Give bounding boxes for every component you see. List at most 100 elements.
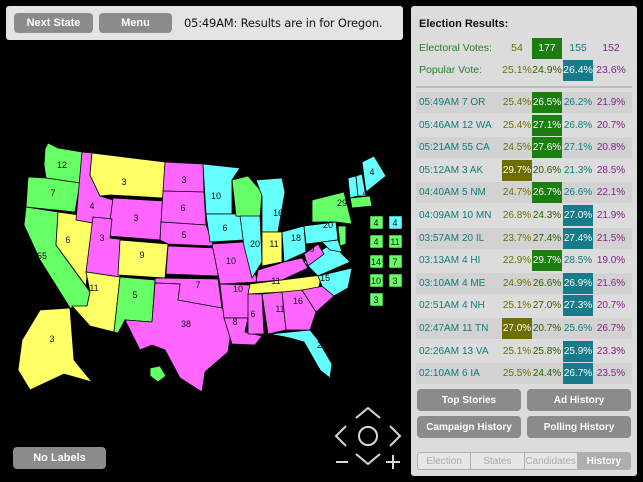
history-state: 4 NH	[462, 300, 485, 312]
history-value: 26.6%	[532, 277, 562, 289]
state-label: 11	[89, 283, 98, 293]
menu-button[interactable]: Menu	[99, 13, 172, 33]
history-row[interactable]: 03:13AM 4 HI 22.9% 29.7% 28.5% 19.0%	[416, 250, 632, 272]
history-value: 20.7%	[596, 300, 626, 312]
tab-history[interactable]: History	[577, 453, 630, 469]
state-label: 3	[133, 213, 138, 223]
state-wv	[303, 243, 325, 267]
history-time: 02:10AM	[419, 368, 460, 380]
history-value: 25.4%	[502, 97, 532, 108]
history-value: 24.5%	[502, 142, 532, 154]
state-label: 7	[50, 188, 55, 198]
state-label: 4	[362, 188, 367, 198]
state-label: 10	[233, 284, 243, 294]
history-time: 05:21AM	[419, 142, 460, 154]
history-row[interactable]: 03:10AM 4 ME 24.9% 26.6% 26.9% 21.6%	[416, 272, 632, 294]
history-row[interactable]: 02:47AM 11 TN 27.0% 20.7% 25.6% 26.7%	[416, 318, 632, 339]
history-time: 04:09AM	[419, 210, 460, 221]
history-time: 05:46AM	[419, 119, 460, 131]
polling-history-button[interactable]: Polling History	[527, 416, 631, 438]
state-label: 7	[392, 257, 397, 267]
history-time: 02:51AM	[419, 300, 460, 312]
history-value: 27.3%	[563, 295, 593, 317]
history-row[interactable]: 05:46AM 12 WA 25.4% 27.1% 26.8% 20.7%	[416, 114, 632, 136]
state-label: 5	[132, 290, 137, 300]
history-row[interactable]: 02:10AM 6 IA 25.5% 24.4% 26.7% 23.5%	[416, 363, 632, 385]
state-me	[361, 155, 387, 193]
state-nj	[337, 225, 347, 247]
divider	[416, 86, 632, 88]
ad-history-button[interactable]: Ad History	[527, 389, 631, 411]
status-bar: Next State Menu 05:49AM: Results are in …	[6, 6, 403, 40]
state-ga	[281, 289, 317, 331]
history-state: 4 ME	[462, 277, 486, 289]
history-value: 24.7%	[502, 187, 532, 199]
state-label: 12	[57, 160, 67, 170]
history-value: 21.9%	[596, 97, 626, 108]
history-value: 24.3%	[532, 210, 562, 221]
results-panel: Election Results: Electoral Votes: 54 17…	[411, 6, 637, 476]
popular-green: 23.6%	[596, 64, 626, 76]
state-label: 5	[181, 230, 186, 240]
history-row[interactable]: 05:12AM 3 AK 29.7% 20.6% 21.3% 28.5%	[416, 159, 632, 181]
small-state-labels: 4 4 4 11 14 7 10 3 3	[371, 218, 400, 305]
state-label: 29	[337, 198, 347, 208]
history-state: 20 IL	[462, 232, 485, 244]
history-row[interactable]: 05:49AM 7 OR 25.4% 26.5% 26.2% 21.9%	[416, 92, 632, 113]
state-ms	[247, 293, 265, 335]
next-state-button[interactable]: Next State	[14, 13, 93, 33]
map-navigation-control[interactable]	[332, 404, 404, 474]
state-label: 3	[373, 295, 378, 305]
history-value: 27.0%	[563, 205, 593, 226]
history-value: 23.3%	[596, 345, 626, 357]
history-value: 26.9%	[563, 272, 593, 294]
us-election-map[interactable]: 12 7 3 4 3 6 3 55 9 5 5 11 3 4 29 6 20 1…	[0, 44, 408, 444]
popular-label: Popular Vote:	[419, 64, 483, 76]
campaign-history-button[interactable]: Campaign History	[417, 416, 521, 438]
panel-tabs: Election States Candidates History	[417, 452, 631, 470]
state-label: 9	[139, 250, 144, 260]
history-row[interactable]: 03:57AM 20 IL 23.7% 27.4% 27.4% 21.5%	[416, 227, 632, 249]
history-row[interactable]: 02:51AM 4 NH 25.1% 27.0% 27.3% 20.7%	[416, 295, 632, 317]
state-wi	[231, 175, 263, 219]
top-stories-button[interactable]: Top Stories	[417, 389, 521, 411]
electoral-votes-row: Electoral Votes: 54 177 155 152	[416, 38, 632, 59]
electoral-democrat: 177	[532, 38, 562, 59]
history-state: 5 NM	[462, 187, 486, 199]
no-labels-button[interactable]: No Labels	[13, 447, 106, 469]
history-value: 21.5%	[596, 232, 626, 244]
state-label: 3	[49, 334, 54, 344]
electoral-independent: 155	[569, 42, 587, 54]
history-time: 02:26AM	[419, 345, 460, 357]
history-value: 29.7%	[502, 159, 532, 181]
state-mn	[202, 163, 241, 215]
history-value: 24.9%	[502, 277, 532, 289]
tab-election[interactable]: Election	[418, 453, 472, 469]
history-row[interactable]: 05:21AM 55 CA 24.5% 27.6% 27.1% 20.8%	[416, 137, 632, 159]
state-label: 11	[390, 237, 399, 247]
pan-down-icon	[355, 453, 381, 466]
history-value: 25.9%	[563, 340, 593, 362]
pan-right-icon	[389, 425, 402, 447]
history-row[interactable]: 04:40AM 5 NM 24.7% 26.7% 26.6% 22.1%	[416, 182, 632, 204]
electoral-label: Electoral Votes:	[419, 42, 492, 54]
history-value: 25.1%	[502, 345, 532, 357]
tab-states[interactable]: States	[471, 453, 525, 469]
history-time: 03:10AM	[419, 277, 460, 289]
state-fl	[269, 329, 333, 379]
history-value: 28.5%	[563, 255, 593, 267]
history-row[interactable]: 02:26AM 13 VA 25.1% 25.8% 25.9% 23.3%	[416, 340, 632, 362]
history-time: 05:49AM	[419, 97, 460, 108]
history-row[interactable]: 04:09AM 10 MN 26.8% 24.3% 27.0% 21.9%	[416, 205, 632, 226]
history-value: 29.7%	[532, 250, 562, 272]
history-value: 23.7%	[502, 232, 532, 244]
history-time: 02:47AM	[419, 323, 460, 334]
history-value: 26.7%	[532, 182, 562, 204]
state-hi	[149, 365, 167, 383]
recenter-icon	[358, 426, 378, 446]
state-ma	[349, 195, 373, 209]
state-label: 10	[211, 191, 221, 201]
history-value: 22.9%	[502, 255, 532, 267]
tab-candidates[interactable]: Candidates	[525, 453, 578, 469]
state-label: 11	[271, 276, 280, 286]
